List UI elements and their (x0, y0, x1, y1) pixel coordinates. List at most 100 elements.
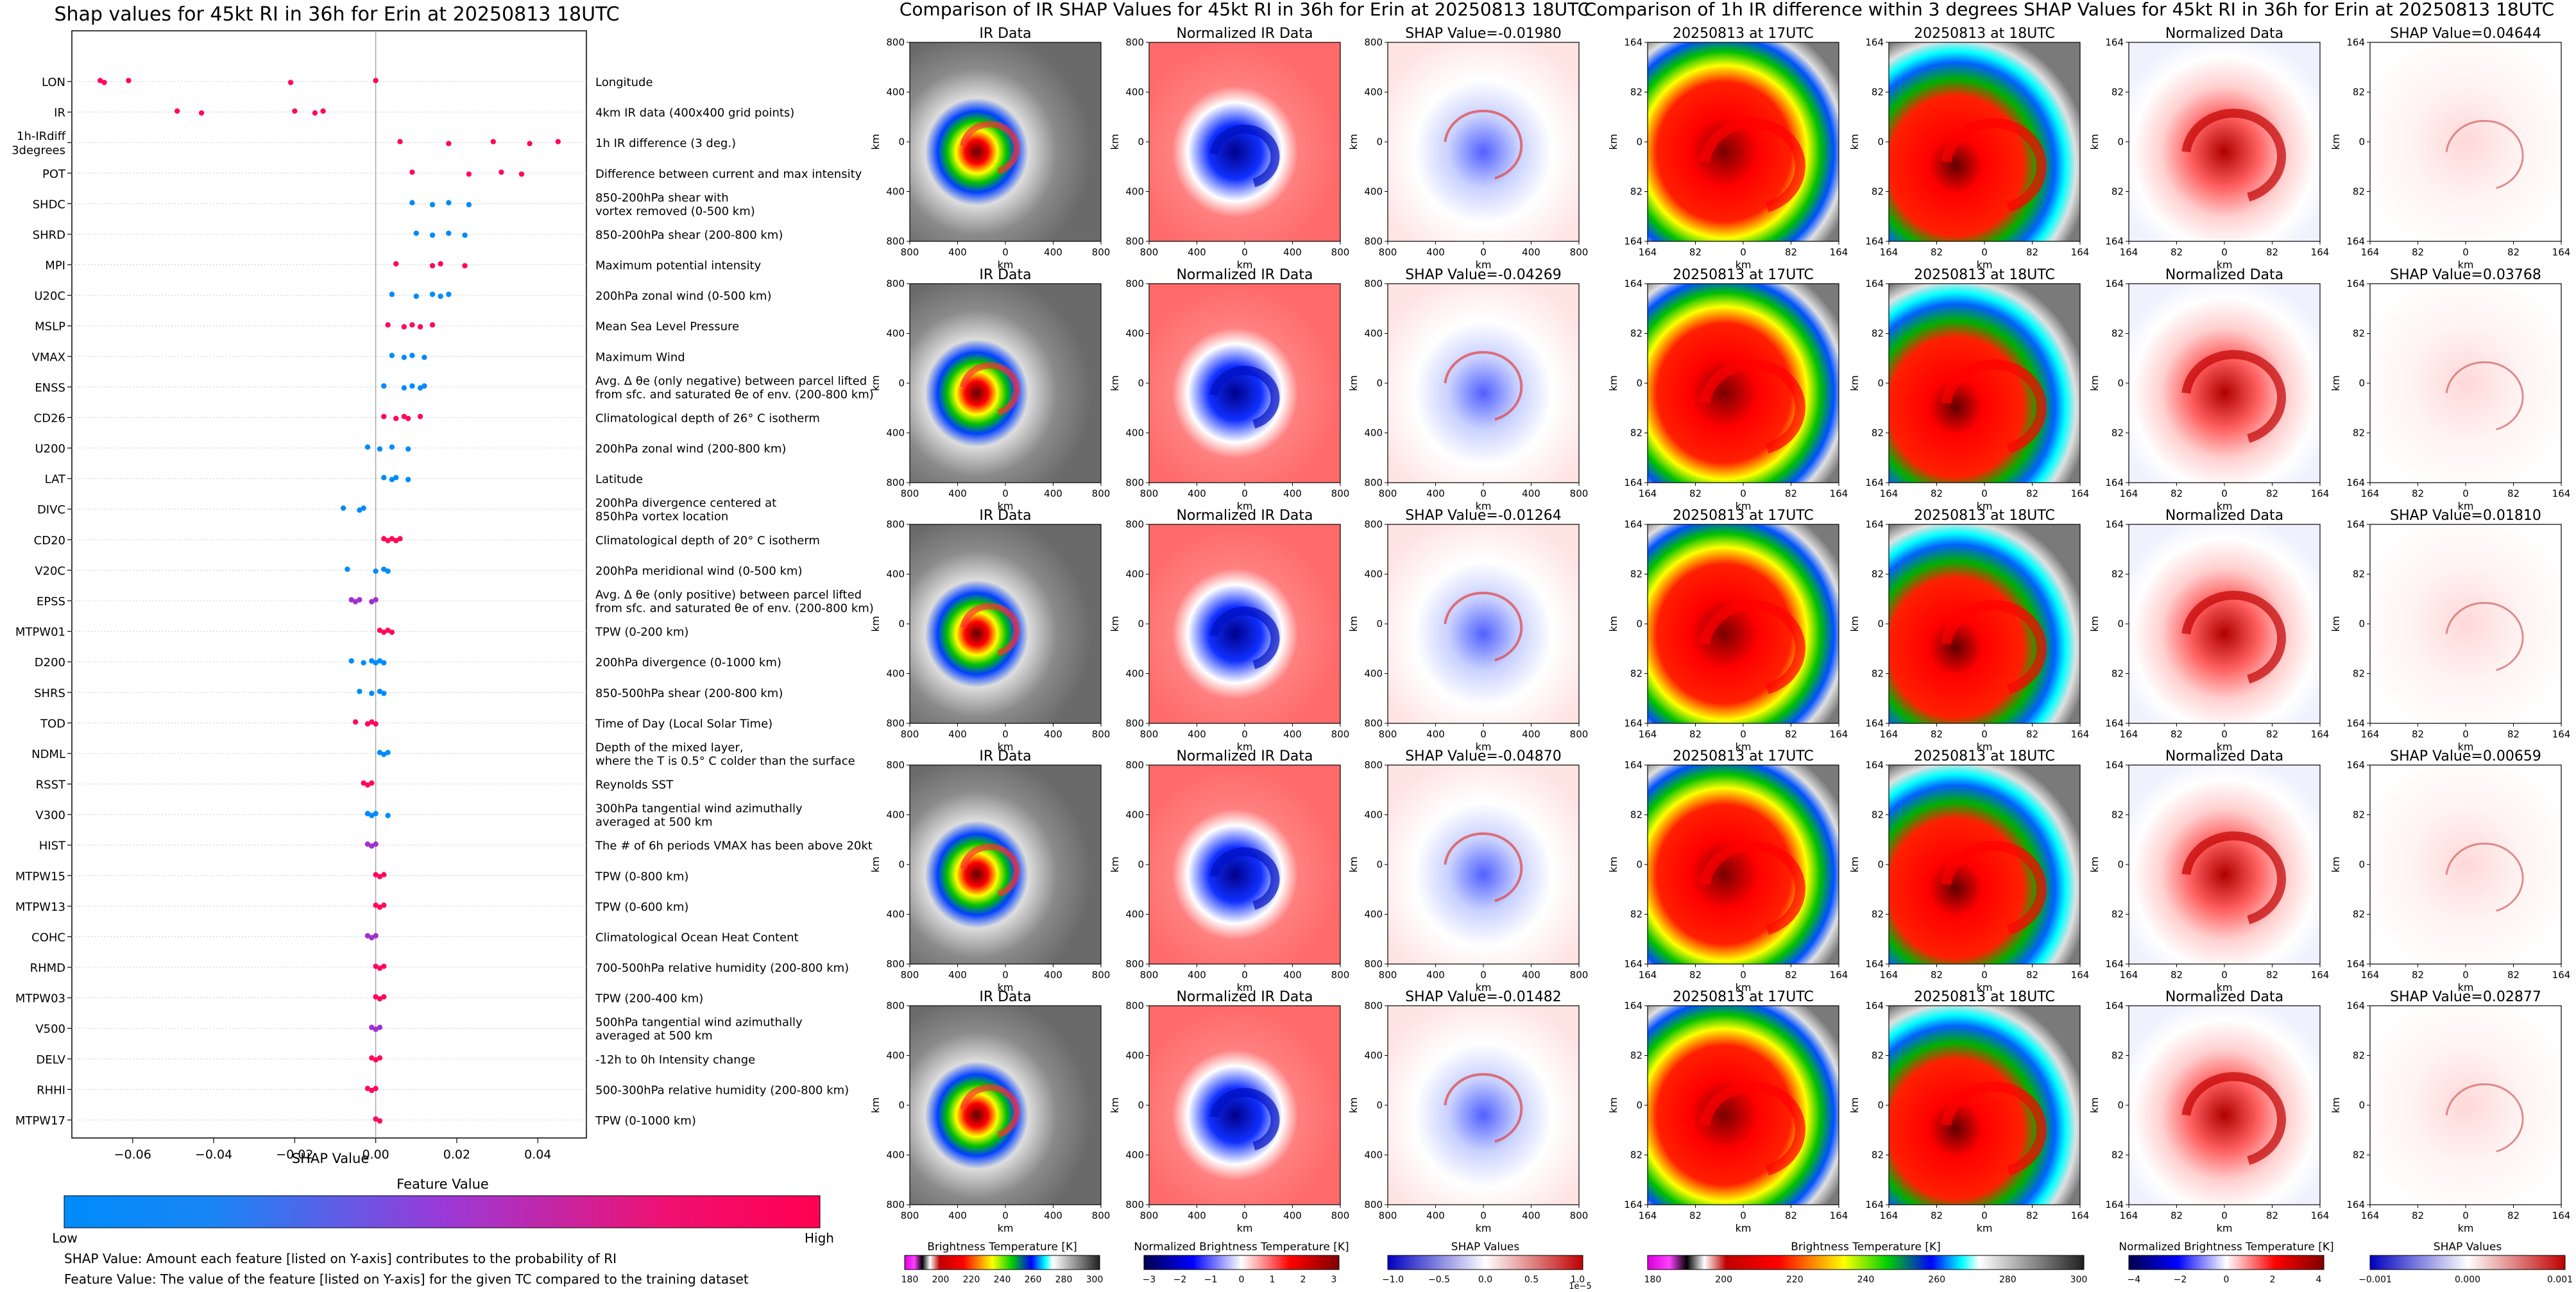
axis-label: km (1109, 134, 1121, 150)
tick-label: 400 (1125, 809, 1144, 821)
axis-label: km (2217, 259, 2233, 271)
tick-label: 164 (2361, 488, 2380, 499)
feature-description: 200hPa zonal wind (200-800 km) (595, 442, 786, 456)
storm-band (1700, 359, 1805, 454)
tick-label: 164 (1880, 246, 1898, 258)
tick-label: 164 (1624, 759, 1642, 771)
feature-label: NDML (31, 748, 65, 761)
axis-label: km (998, 500, 1014, 512)
panel-title: 20250813 at 18UTC (1914, 26, 2055, 42)
tick-label: 82 (2353, 1150, 2365, 1161)
feature-description: Climatological Ocean Heat Content (595, 931, 799, 944)
tick-label: 82 (2412, 488, 2424, 499)
axis-label: km (1109, 375, 1121, 392)
tick-label: 400 (1125, 186, 1144, 198)
tick-label: 82 (2026, 728, 2038, 740)
tick-label: 0 (1877, 136, 1884, 148)
feature-description: 4km IR data (400x400 grid points) (595, 107, 794, 120)
tick-label: 800 (1379, 488, 1397, 499)
tick-label: 164 (2346, 519, 2365, 530)
panel-title: SHAP Value=0.02877 (2390, 989, 2541, 1005)
storm-band (1444, 1072, 1523, 1143)
shap-point (369, 813, 375, 818)
panel-title: SHAP Value=0.00659 (2390, 748, 2541, 764)
tick-label: 800 (1140, 246, 1159, 258)
tick-label: 82 (2353, 427, 2365, 439)
storm-band (2181, 108, 2286, 202)
axis-label: km (1607, 134, 1619, 150)
x-tick-label: −0.06 (114, 1148, 151, 1162)
panel-title: Normalized Data (2165, 989, 2283, 1005)
map-panel: SHAP Value=0.018101641648282008282164164… (2330, 508, 2570, 753)
tick-label: 164 (2071, 969, 2090, 981)
shap-point (490, 139, 496, 144)
tick-label: 164 (1624, 236, 1642, 247)
shap-point (381, 536, 387, 542)
tick-label: 82 (2266, 969, 2278, 981)
tick-label: 82 (2266, 728, 2278, 740)
tick-label: 800 (886, 1000, 905, 1012)
axis-label: km (998, 1222, 1014, 1234)
axis-label: km (1977, 981, 1993, 994)
tick-label: 800 (1125, 519, 1144, 530)
panel-title: SHAP Value=-0.01482 (1405, 989, 1562, 1005)
panel-image (2370, 284, 2561, 483)
tick-label: 164 (2346, 1000, 2365, 1012)
tick-label: 164 (2311, 1210, 2330, 1221)
storm-band (2181, 590, 2286, 684)
tick-label: 400 (1426, 1210, 1445, 1221)
tick-label: 164 (1830, 969, 1848, 981)
feature-label: DELV (36, 1053, 65, 1067)
tick-label: 0 (2358, 618, 2365, 630)
tick-label: 800 (901, 488, 919, 499)
tick-label: 82 (1931, 728, 1943, 740)
tick-label: 164 (2346, 759, 2365, 771)
axis-label: km (1607, 857, 1619, 873)
axis-label: km (1476, 500, 1492, 512)
x-tick-label: 0.00 (362, 1148, 389, 1162)
tick-label: 164 (1830, 246, 1848, 258)
tick-label: 82 (2171, 728, 2183, 740)
shap-point (385, 538, 391, 544)
axis-label: km (1848, 134, 1861, 150)
tick-label: 164 (2105, 1000, 2124, 1012)
feature-label: V20C (35, 564, 65, 578)
panel-image (910, 1006, 1101, 1205)
axis-label: km (1237, 1222, 1253, 1234)
axis-label: km (1476, 981, 1492, 994)
shap-point (373, 872, 379, 877)
tick-label: 82 (2111, 909, 2124, 920)
colorbar-tick: −2 (1173, 1275, 1187, 1285)
shap-point (417, 385, 423, 391)
shap-point (369, 658, 375, 664)
shap-point (397, 139, 403, 144)
colorbar-tick: 200 (932, 1275, 950, 1285)
shap-point (381, 566, 387, 573)
tick-label: 400 (1283, 488, 1302, 499)
storm-band (1700, 1081, 1805, 1176)
panel-title: SHAP Value=0.03768 (2390, 267, 2541, 283)
tick-label: 164 (2105, 519, 2124, 530)
tick-label: 82 (2266, 246, 2278, 258)
tick-label: 0 (1002, 1210, 1009, 1221)
tick-label: 400 (1044, 488, 1062, 499)
storm-band (2445, 1083, 2524, 1153)
shap-point (389, 629, 395, 635)
axis-label: km (869, 134, 882, 150)
tick-label: 82 (2111, 328, 2124, 340)
ir-panels: IR Data80080040040000400400800800kmkmNor… (869, 26, 1592, 1291)
tick-label: 82 (1689, 728, 1702, 740)
feature-description: 1h IR difference (3 deg.) (595, 137, 736, 150)
panel-title: SHAP Value=-0.01980 (1405, 26, 1562, 42)
tick-label: 164 (2105, 1199, 2124, 1210)
tick-label: 0 (1241, 246, 1248, 258)
feature-label: SHDC (33, 198, 65, 211)
shap-point (101, 80, 107, 85)
panel-image (2129, 284, 2320, 483)
storm-band (2181, 831, 2286, 925)
tick-label: 164 (1624, 958, 1642, 970)
tick-label: 800 (886, 236, 905, 247)
tick-label: 400 (1364, 569, 1383, 580)
colorbar-tick: 220 (1786, 1275, 1804, 1285)
shap-point (397, 536, 403, 542)
